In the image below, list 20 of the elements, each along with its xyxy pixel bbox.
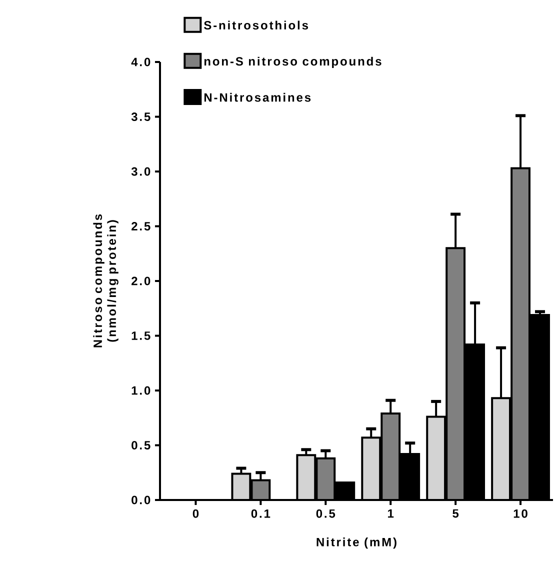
legend-label: S-nitrosothiols <box>204 20 308 30</box>
y-tick-label: 3.0 <box>131 167 150 176</box>
x-axis-title: Nitrite (mM) <box>316 538 396 549</box>
x-tick-label: 5 <box>452 509 459 518</box>
y-tick-label: 2.0 <box>132 276 150 286</box>
y-tick-label: 0.0 <box>132 496 150 504</box>
y-tick-label: 0.5 <box>132 441 150 450</box>
y-tick-label: 1.5 <box>132 332 150 340</box>
y-tick-label: 4.0 <box>131 58 150 66</box>
legend-label: non-S nitroso compounds <box>204 56 382 68</box>
x-tick-label: 0.1 <box>251 509 270 518</box>
x-tick-label: 0.5 <box>316 509 336 518</box>
y-tick-label: 2.5 <box>132 222 150 230</box>
legend-label: N-Nitrosamines <box>204 92 311 102</box>
y-axis-title: Nitroso compounds (nmol/mg protein) <box>93 214 118 348</box>
y-tick-label: 3.5 <box>131 112 150 122</box>
y-tick-label: 1.0 <box>132 386 150 395</box>
x-tick-label: 1 <box>388 509 394 518</box>
x-tick-label: 10 <box>514 509 528 518</box>
x-tick-label: 0 <box>192 509 199 518</box>
